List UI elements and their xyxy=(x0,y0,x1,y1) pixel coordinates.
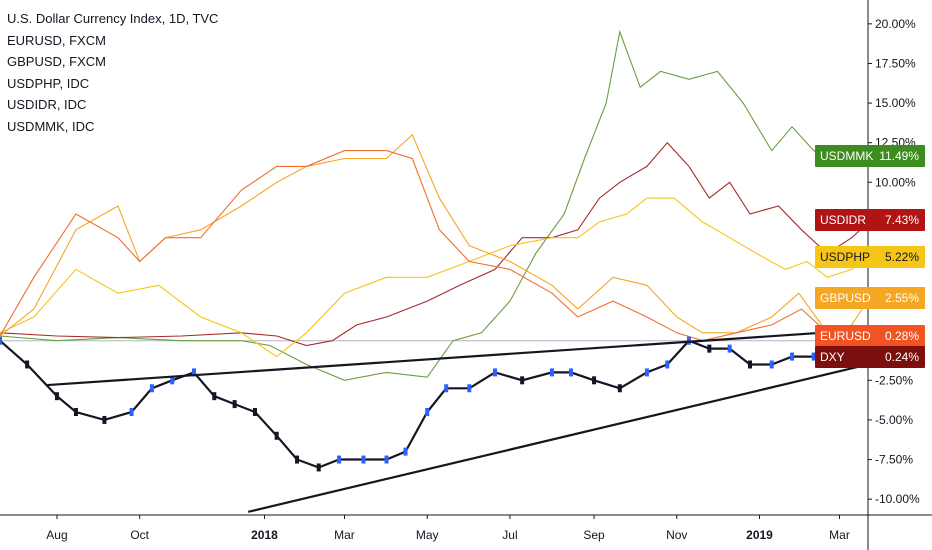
value-tag-usdidr: USDIDR 7.43% xyxy=(815,209,925,231)
series-lines xyxy=(0,29,870,472)
y-tick-label: 17.50% xyxy=(875,56,916,70)
x-tick-label: Nov xyxy=(666,528,687,542)
candle xyxy=(73,408,78,417)
y-tick-label: 10.00% xyxy=(875,175,916,189)
legend-item-gbpusd: GBPUSD, FXCM xyxy=(7,54,106,69)
legend-item-usdphp: USDPHP, IDC xyxy=(7,75,90,91)
value-tag-box xyxy=(815,287,925,309)
candle xyxy=(467,384,472,393)
value-tag-value: 0.28% xyxy=(885,329,919,343)
y-tick-label: -7.50% xyxy=(875,453,913,467)
x-tick-label: 2019 xyxy=(746,528,773,542)
value-tag-name: USDMMK xyxy=(820,149,873,163)
candle xyxy=(54,392,59,401)
candle xyxy=(403,447,408,456)
candle xyxy=(592,376,597,385)
value-tag-name: USDPHP xyxy=(820,250,870,264)
series-line-usdmmk xyxy=(0,29,869,381)
candle xyxy=(295,455,300,464)
candle xyxy=(790,352,795,361)
candle xyxy=(129,408,134,417)
candle xyxy=(252,408,257,417)
candle xyxy=(361,455,366,464)
value-tag-gbpusd: GBPUSD 2.55% xyxy=(815,287,925,309)
candle xyxy=(520,376,525,385)
x-tick-label: Sep xyxy=(583,528,605,542)
value-tag-name: DXY xyxy=(820,350,845,364)
value-tag-value: 7.43% xyxy=(885,213,919,227)
x-tick-label: 2018 xyxy=(251,528,278,542)
y-tick-label: 15.00% xyxy=(875,96,916,110)
value-tag-value: 11.49% xyxy=(879,149,919,163)
candle xyxy=(811,352,816,361)
candle xyxy=(549,368,554,377)
legend-item-usdmmk: USDMMK, IDC xyxy=(7,118,95,134)
x-tick-label: Aug xyxy=(46,528,67,542)
value-tag-box xyxy=(815,209,925,231)
candle xyxy=(444,384,449,393)
candle xyxy=(384,455,389,464)
candle xyxy=(0,336,2,345)
series-line-usdidr xyxy=(0,141,869,347)
value-tag-name: EURUSD xyxy=(820,329,871,343)
candle xyxy=(212,392,217,401)
candle xyxy=(25,360,30,369)
x-tick-label: Mar xyxy=(334,528,355,542)
y-tick-label: -5.00% xyxy=(875,413,913,427)
value-tag-box xyxy=(815,145,925,167)
candle xyxy=(748,360,753,369)
candle xyxy=(232,400,237,409)
candle xyxy=(191,368,196,377)
candle xyxy=(316,463,321,472)
value-tag-value: 2.55% xyxy=(885,291,919,305)
candle xyxy=(727,344,732,353)
x-tick-label: May xyxy=(416,528,439,542)
value-tag-box xyxy=(815,246,925,268)
x-tick-label: Jul xyxy=(502,528,517,542)
candle xyxy=(617,384,622,393)
candle xyxy=(644,368,649,377)
x-tick-label: Oct xyxy=(130,528,149,542)
series-line-usdphp xyxy=(0,197,869,358)
y-tick-label: -2.50% xyxy=(875,373,913,387)
legend-item-dxy: U.S. Dollar Currency Index, 1D, TVC xyxy=(7,11,219,26)
value-tag-dxy: DXY 0.24% xyxy=(815,346,925,368)
value-tag-value: 0.24% xyxy=(885,350,919,364)
candle xyxy=(493,368,498,377)
trendline-1 xyxy=(47,328,869,387)
candle xyxy=(337,455,342,464)
candle xyxy=(425,408,430,417)
y-tick-label: 20.00% xyxy=(875,17,916,31)
value-tag-box xyxy=(815,346,925,368)
legend-item-usdidr: USDIDR, IDC xyxy=(7,97,87,112)
series-line-dxy xyxy=(0,336,869,469)
value-tag-usdmmk: USDMMK 11.49% xyxy=(815,145,925,167)
value-tag-box xyxy=(815,325,925,347)
trendlines xyxy=(47,328,869,513)
candle xyxy=(665,360,670,369)
x-tick-label: Mar xyxy=(829,528,850,542)
candle xyxy=(769,360,774,369)
legend: U.S. Dollar Currency Index, 1D, TVC EURU… xyxy=(7,8,218,137)
series-line-eurusd xyxy=(0,150,869,342)
candle xyxy=(707,344,712,353)
value-tags: USDMMK 11.49% USDIDR 7.43% USDPHP 5.22% GBPUSD… xyxy=(815,145,925,368)
trendline-2 xyxy=(247,363,869,513)
value-tag-usdphp: USDPHP 5.22% xyxy=(815,246,925,268)
candle xyxy=(274,431,279,440)
value-tag-eurusd: EURUSD 0.28% xyxy=(815,325,925,347)
candle xyxy=(149,384,154,393)
value-tag-name: USDIDR xyxy=(820,213,866,227)
candle xyxy=(568,368,573,377)
y-tick-label: -10.00% xyxy=(875,492,920,506)
legend-item-eurusd: EURUSD, FXCM xyxy=(7,32,106,48)
value-tag-name: GBPUSD xyxy=(820,291,871,305)
candle xyxy=(170,376,175,385)
series-line-gbpusd xyxy=(0,133,869,337)
candle xyxy=(102,415,107,424)
value-tag-value: 5.22% xyxy=(885,250,919,264)
